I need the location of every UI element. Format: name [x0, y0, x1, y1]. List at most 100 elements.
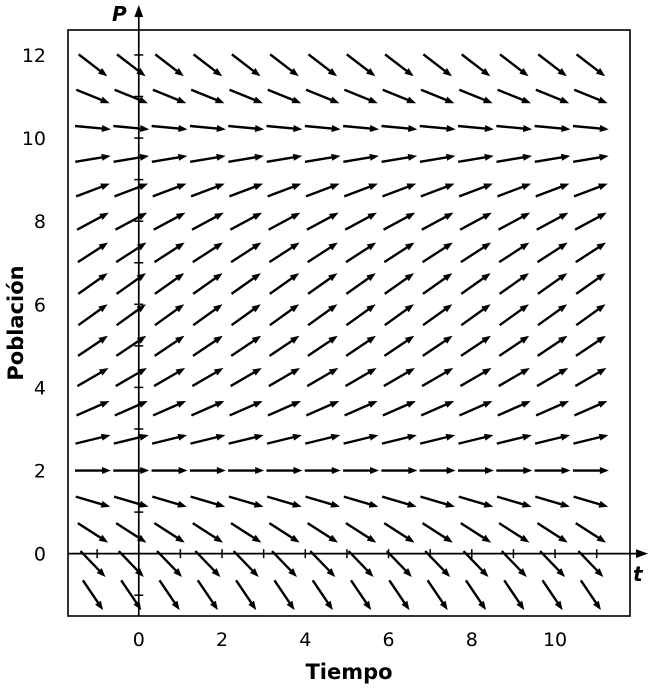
field-arrow-head	[289, 68, 299, 77]
tick-labels: 0 2 4 6 8 10 12 0 2 4 6 8 10	[22, 45, 567, 651]
field-arrow-head	[366, 304, 376, 313]
field-arrow-shaft	[420, 402, 449, 417]
field-arrow-shaft	[113, 155, 143, 164]
field-arrow-head	[291, 183, 302, 191]
field-arrow-shaft	[503, 579, 522, 606]
field-arrow-head	[405, 212, 416, 220]
field-arrow-head	[216, 467, 226, 475]
field-arrow	[419, 433, 456, 445]
field-arrow-shaft	[579, 579, 599, 606]
field-arrow	[384, 304, 415, 327]
field-arrow-shaft	[419, 435, 449, 445]
field-arrow-head	[368, 183, 378, 191]
field-arrow-shaft	[386, 550, 408, 573]
field-arrow-head	[596, 304, 606, 313]
field-arrow	[74, 467, 111, 475]
field-arrow-shaft	[190, 184, 219, 198]
field-arrow-head	[519, 68, 529, 77]
field-arrow-shaft	[269, 276, 295, 295]
field-arrow	[345, 335, 376, 357]
field-arrow-shaft	[75, 155, 105, 164]
field-arrow-head	[101, 125, 111, 132]
field-arrow-shaft	[77, 307, 103, 327]
field-arrow-shaft	[498, 276, 524, 295]
field-arrow-shaft	[75, 435, 104, 445]
field-arrow	[114, 183, 149, 198]
field-arrow	[266, 495, 302, 508]
field-arrow-head	[518, 568, 527, 578]
field-arrow	[114, 88, 148, 104]
field-arrow	[158, 579, 180, 611]
field-arrow	[192, 522, 224, 543]
field-arrow-head	[292, 433, 302, 441]
field-arrow-shaft	[115, 370, 142, 388]
field-arrow-head	[99, 212, 109, 220]
field-arrow	[229, 88, 263, 104]
field-arrow-shaft	[75, 495, 104, 506]
field-arrow-head	[329, 96, 340, 104]
field-arrow-shaft	[422, 307, 448, 327]
field-arrow-head	[561, 125, 571, 132]
field-arrow-head	[444, 96, 455, 104]
field-arrow	[497, 400, 531, 417]
field-arrow	[422, 304, 453, 327]
field-arrow-head	[484, 467, 494, 475]
field-arrow-head	[253, 183, 264, 191]
field-arrow-shaft	[382, 402, 410, 417]
field-arrow-head	[329, 400, 340, 408]
field-arrow-head	[596, 335, 606, 344]
y-tick-label: 0	[34, 544, 46, 566]
field-arrow-shaft	[384, 53, 409, 73]
field-arrow	[306, 367, 339, 388]
field-arrow	[228, 495, 264, 508]
field-arrow	[307, 335, 338, 357]
field-arrow	[268, 212, 301, 231]
field-arrow	[381, 467, 418, 475]
field-arrow	[189, 124, 226, 132]
field-arrow	[350, 579, 372, 611]
field-arrow	[460, 304, 491, 327]
field-arrow-head	[213, 242, 223, 251]
field-arrow	[498, 242, 530, 264]
field-arrow-head	[478, 600, 487, 611]
field-arrow	[153, 335, 185, 357]
field-arrow-shaft	[497, 184, 525, 198]
field-arrow-head	[594, 568, 604, 578]
field-arrow	[75, 88, 110, 104]
field-arrow-shaft	[76, 370, 104, 388]
field-arrow-shaft	[75, 184, 104, 198]
field-arrow	[573, 183, 608, 198]
field-arrow-shaft	[154, 307, 180, 327]
field-arrow	[460, 242, 492, 264]
field-arrow	[460, 335, 491, 357]
field-arrow-shaft	[305, 88, 334, 102]
field-arrow	[496, 153, 533, 164]
field-arrow	[153, 367, 186, 388]
field-arrow-head	[173, 568, 183, 578]
field-arrow	[267, 183, 302, 198]
field-arrow	[579, 579, 601, 611]
field-arrow-shaft	[419, 124, 449, 130]
field-arrow-shaft	[464, 579, 484, 606]
field-arrow-shaft	[347, 550, 370, 573]
field-arrow	[386, 550, 412, 578]
field-arrow-head	[171, 600, 180, 611]
field-arrow-head	[290, 367, 301, 376]
field-arrow	[269, 53, 299, 77]
field-arrow-shaft	[534, 435, 564, 445]
field-arrow-head	[212, 68, 223, 77]
field-arrow-head	[136, 335, 147, 344]
field-arrow	[305, 88, 340, 104]
field-arrow	[151, 124, 188, 132]
field-arrow-head	[252, 212, 263, 220]
field-arrow-shaft	[419, 155, 449, 164]
field-arrow-shaft	[268, 214, 295, 231]
field-arrow	[77, 53, 108, 77]
field-arrow	[230, 522, 262, 543]
field-arrow	[189, 153, 226, 164]
field-arrow-shaft	[573, 184, 602, 198]
field-arrow-head	[97, 68, 108, 77]
field-arrow-head	[100, 500, 111, 508]
field-arrow	[346, 53, 376, 77]
